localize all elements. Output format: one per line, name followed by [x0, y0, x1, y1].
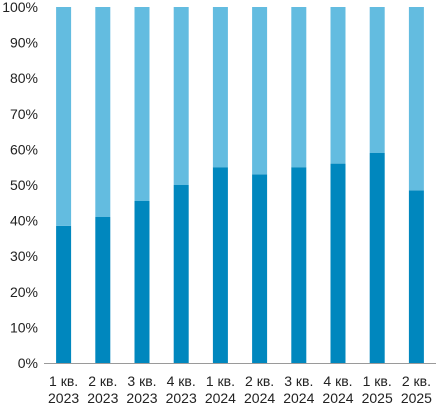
- bar-segment-series-2: [330, 7, 346, 164]
- bar-segment-series-2: [56, 7, 72, 226]
- y-tick-label: 30%: [10, 248, 38, 264]
- x-tick-label: 3 кв.: [127, 373, 156, 389]
- x-tick-label: 2023: [126, 390, 157, 403]
- x-tick-label: 2024: [283, 390, 314, 403]
- x-tick-label: 2 кв.: [402, 373, 431, 389]
- y-tick-label: 80%: [10, 70, 38, 86]
- x-tick-label: 2024: [322, 390, 353, 403]
- x-tick-label: 2023: [48, 390, 79, 403]
- y-tick-label: 40%: [10, 213, 38, 229]
- bar-segment-series-1: [56, 225, 72, 363]
- bar-segment-series-2: [95, 7, 111, 217]
- bar-segment-series-1: [291, 167, 307, 363]
- x-tick-label: 2023: [87, 390, 118, 403]
- x-tick-label: 2024: [244, 390, 275, 403]
- bar-segment-series-1: [252, 174, 268, 363]
- bar-segment-series-2: [252, 7, 268, 175]
- x-tick-label: 2 кв.: [245, 373, 274, 389]
- x-tick-label: 1 кв.: [363, 373, 392, 389]
- bar-segment-series-2: [212, 7, 228, 168]
- x-tick-label: 2 кв.: [88, 373, 117, 389]
- bar-segment-series-1: [369, 153, 385, 363]
- bar-segment-series-2: [291, 7, 307, 168]
- bar-segment-series-1: [212, 167, 228, 363]
- bar-segment-series-1: [95, 217, 111, 363]
- bar-segment-series-2: [173, 7, 189, 185]
- y-axis-tick-labels: 0% 10% 20% 30% 40% 50% 60% 70% 80% 90% 100%: [2, 0, 38, 371]
- y-tick-label: 10%: [10, 319, 38, 335]
- bar-segment-series-1: [134, 201, 150, 363]
- y-tick-label: 70%: [10, 106, 38, 122]
- bar-segment-series-1: [408, 190, 424, 363]
- bar-segment-series-2: [369, 7, 385, 153]
- bar-segment-series-2: [408, 7, 424, 191]
- bar-segment-series-1: [330, 163, 346, 363]
- x-tick-label: 2025: [401, 390, 432, 403]
- y-tick-label: 60%: [10, 141, 38, 157]
- x-tick-label: 4 кв.: [323, 373, 352, 389]
- y-tick-label: 50%: [10, 177, 38, 193]
- x-tick-label: 4 кв.: [167, 373, 196, 389]
- x-tick-label: 2024: [205, 390, 236, 403]
- y-tick-label: 100%: [2, 0, 38, 15]
- y-tick-label: 0%: [18, 355, 38, 371]
- x-tick-label: 1 кв.: [206, 373, 235, 389]
- x-tick-label: 3 кв.: [284, 373, 313, 389]
- bar-segment-series-1: [173, 185, 189, 363]
- y-tick-label: 20%: [10, 284, 38, 300]
- x-tick-label: 2023: [166, 390, 197, 403]
- bar-segment-series-2: [134, 7, 150, 201]
- x-tick-label: 1 кв.: [49, 373, 78, 389]
- bars: [56, 7, 424, 363]
- x-tick-label: 2025: [362, 390, 393, 403]
- y-tick-label: 90%: [10, 35, 38, 51]
